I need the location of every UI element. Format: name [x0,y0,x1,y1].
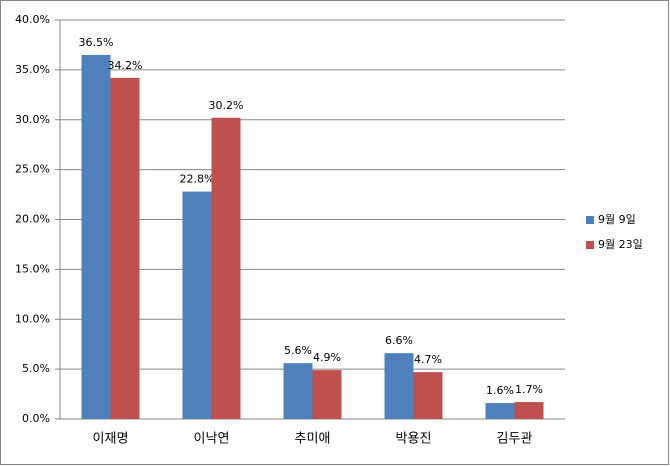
legend-swatch [586,216,594,224]
y-tick-label: 20.0% [15,213,50,226]
legend-label: 9월 23일 [598,237,643,251]
bar [384,353,414,419]
y-tick-label: 30.0% [15,113,50,126]
bar [413,372,443,419]
bar [110,77,140,419]
data-label: 4.9% [313,351,341,364]
data-label: 4.7% [414,353,442,366]
bar [283,363,313,419]
y-tick-label: 15.0% [15,262,50,275]
data-label: 1.6% [486,384,514,397]
y-tick-label: 10.0% [15,312,50,325]
x-tick-label: 추미애 [295,432,331,447]
legend-label: 9월 9일 [598,212,636,226]
y-tick-label: 0.0% [22,412,50,425]
y-tick-label: 35.0% [15,63,50,76]
data-label: 22.8% [180,173,215,186]
bar [514,402,544,419]
legend-swatch [586,241,594,249]
bar [81,54,111,419]
bar [182,191,212,419]
data-label: 1.7% [515,383,543,396]
x-tick-label: 박용진 [396,432,432,447]
y-tick-label: 25.0% [15,163,50,176]
data-label: 6.6% [385,334,413,347]
bar [312,370,342,419]
data-label: 30.2% [209,99,244,112]
data-label: 5.6% [284,344,312,357]
y-tick-label: 40.0% [15,13,50,26]
x-tick-label: 이재명 [93,432,129,447]
x-tick-label: 이낙연 [194,432,230,447]
data-label: 36.5% [79,36,114,49]
y-tick-label: 5.0% [22,362,50,375]
bar [485,403,515,419]
data-label: 34.2% [108,59,143,72]
bar [211,117,241,419]
x-tick-label: 김두관 [497,432,533,447]
